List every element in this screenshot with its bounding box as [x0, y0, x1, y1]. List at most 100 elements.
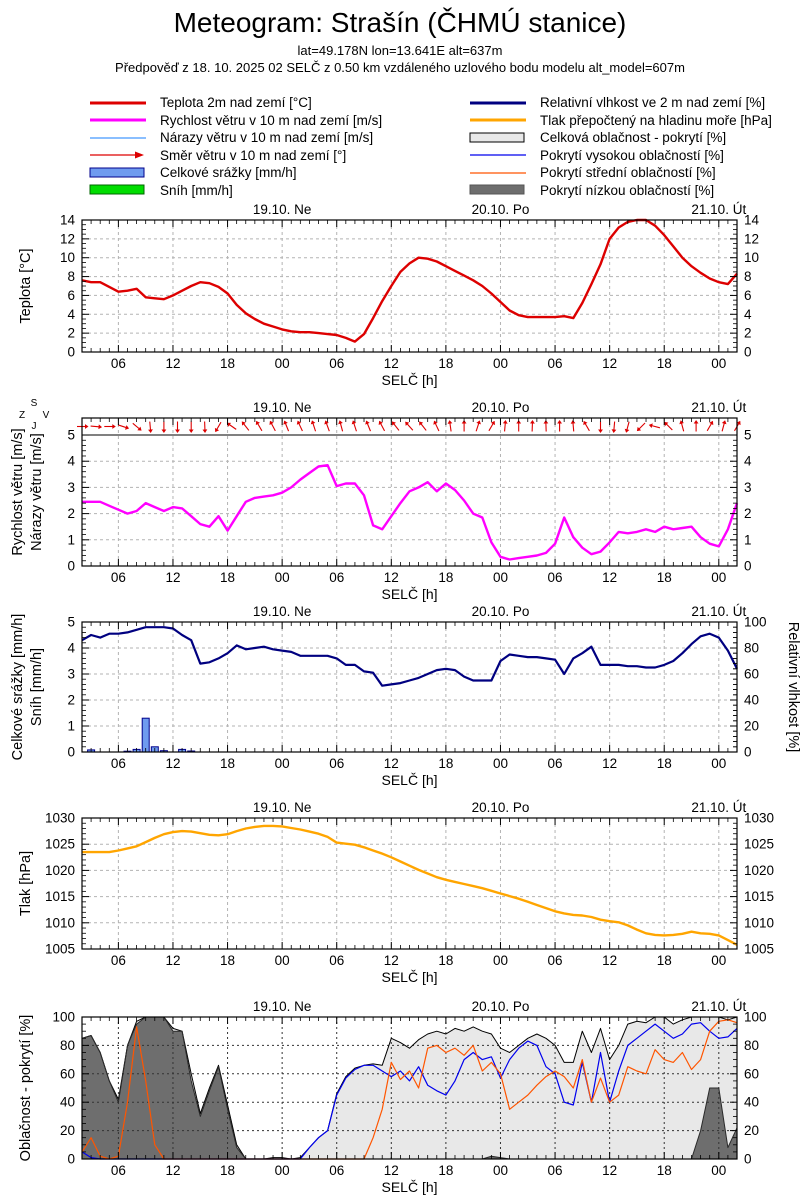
x-axis-label: SELČ [h]	[381, 969, 437, 985]
wind-direction-arrow-icon	[706, 420, 714, 432]
y2-tick-label: 0	[744, 745, 752, 760]
wind-direction-arrow-icon	[202, 421, 208, 433]
x-tick-label: 12	[602, 570, 617, 585]
y-tick-label: 60	[744, 1066, 759, 1081]
y-axis-label: Teplota [°C]	[18, 248, 34, 323]
chart-wind: 06 12 18 00 06 12 18 00 06 12 18 000 01 12 23 34 45 519.1…	[10, 398, 752, 602]
y-tick-label: 2	[67, 693, 75, 708]
legend-item-label: Pokrytí nízkou oblačností [%]	[540, 182, 715, 198]
legend-right-column: Relativní vlhkost ve 2 m nad zemí [%] Tla…	[468, 94, 772, 199]
legend-swatch-box	[89, 184, 145, 195]
y-tick-label: 6	[67, 288, 75, 303]
y-tick-label: 3	[67, 667, 75, 682]
legend-swatch-line	[90, 118, 146, 122]
wind-direction-arrow-icon	[693, 420, 699, 432]
y-axis-label: Tlak [hPa]	[18, 851, 34, 916]
x-tick-label: 18	[438, 356, 453, 371]
x-tick-label: 00	[711, 1163, 726, 1178]
series-humidity-line	[81, 626, 738, 687]
x-tick-label: 00	[711, 953, 726, 968]
x-tick-label: 00	[275, 756, 290, 771]
x-tick-label: 06	[111, 756, 126, 771]
y-tick-label: 0	[67, 1152, 75, 1167]
y-tick-label: 2	[744, 326, 752, 341]
legend-item: Relativní vlhkost ve 2 m nad zemí [%]	[468, 94, 772, 112]
x-tick-label: 18	[438, 756, 453, 771]
x-tick-label: 12	[165, 1163, 180, 1178]
x-tick-label: 06	[329, 570, 344, 585]
x-tick-label: 06	[329, 756, 344, 771]
x-tick-label: 00	[711, 356, 726, 371]
wind-direction-arrow-icon	[433, 420, 440, 432]
area-cloud-total	[82, 1017, 737, 1159]
y2-tick-label: 100	[744, 615, 767, 630]
y-tick-label: 8	[67, 269, 75, 284]
y-tick-label: 3	[744, 480, 752, 495]
wind-direction-arrow-icon	[269, 420, 276, 432]
legend: Teplota 2m nad zemí [°C] Rychlost větru v…	[0, 90, 800, 200]
y-tick-label: 80	[744, 1038, 759, 1053]
legend-item-label: Sníh [mm/h]	[160, 182, 233, 198]
x-tick-label: 00	[711, 570, 726, 585]
day-label: 20.10. Po	[472, 202, 530, 217]
legend-item: Pokrytí nízkou oblačností [%]	[468, 182, 772, 200]
wind-direction-arrow-icon	[310, 420, 317, 432]
y-axis-label: Nárazy větru [m/s]	[29, 433, 45, 551]
wind-direction-arrow-icon	[502, 420, 508, 432]
y-tick-label: 14	[744, 213, 760, 228]
y2-tick-label: 20	[744, 719, 759, 734]
legend-swatch-box	[469, 184, 525, 195]
y-tick-label: 8	[744, 269, 752, 284]
y-tick-label: 5	[67, 428, 75, 443]
x-tick-label: 18	[220, 1163, 235, 1178]
x-tick-label: 06	[111, 356, 126, 371]
x-tick-label: 18	[657, 570, 672, 585]
legend-item-label: Celkové srážky [mm/h]	[160, 165, 297, 181]
y-tick-label: 3	[67, 480, 75, 495]
wind-direction-arrow-icon	[296, 420, 303, 432]
legend-item: Nárazy větru v 10 m nad zemí [m/s]	[88, 129, 382, 147]
y-tick-label: 4	[67, 641, 75, 656]
legend-swatch-line	[470, 154, 526, 156]
page-title: Meteogram: Strašín (ČHMÚ stanice)	[173, 7, 627, 38]
x-tick-label: 12	[165, 953, 180, 968]
x-tick-label: 06	[111, 1163, 126, 1178]
x-axis-label: SELČ [h]	[381, 586, 437, 602]
x-tick-label: 12	[384, 570, 399, 585]
y-tick-label: 1015	[45, 889, 75, 904]
wind-direction-arrow-icon	[611, 421, 617, 433]
wind-direction-arrow-icon	[148, 421, 153, 433]
series-wind-speed-line	[82, 463, 739, 561]
legend-item-label: Teplota 2m nad zemí [°C]	[160, 95, 312, 111]
chart-temperature: 06 12 18 00 06 12 18 00 06 12 18 000 02 24 46 68 810 1012…	[18, 202, 760, 388]
day-label: 20.10. Po	[472, 400, 530, 415]
y-tick-label: 20	[744, 1123, 759, 1138]
wind-direction-arrow-icon	[104, 424, 116, 429]
legend-item: Tlak přepočtený na hladinu moře [hPa]	[468, 112, 772, 130]
chart-precip-humidity: 06 12 18 00 06 12 18 00 06 12 18 000123450204060801…	[10, 604, 800, 788]
y-tick-label: 40	[60, 1095, 75, 1110]
legend-item-label: Pokrytí střední oblačností [%]	[540, 165, 716, 181]
wind-direction-arrow-icon	[241, 421, 250, 431]
day-label: 21.10. Út	[691, 400, 746, 415]
x-tick-label: 06	[329, 1163, 344, 1178]
wind-direction-arrow-icon	[679, 420, 685, 432]
wind-direction-arrow-icon	[530, 420, 535, 432]
charts: 06 12 18 00 06 12 18 00 06 12 18 00 0 0 2 2 4 4 6 6 8 8 10 10 12…	[0, 200, 800, 1197]
y-tick-label: 1030	[45, 811, 75, 826]
y-tick-label: 1030	[744, 811, 774, 826]
legend-item: Celkové srážky [mm/h]	[88, 164, 382, 182]
legend-swatch-line	[90, 137, 146, 139]
y-tick-label: 1025	[744, 837, 774, 852]
y-tick-label: 1005	[744, 942, 774, 957]
x-tick-label: 06	[548, 953, 563, 968]
y2-tick-label: 60	[744, 667, 759, 682]
chart-panel-wind: 06 12 18 00 06 12 18 00 06 12 18 00 0 0 1 1 2 2 3 3 4 4 5 5 19.1…	[0, 396, 800, 602]
y-tick-label: 6	[744, 288, 752, 303]
x-tick-label: 00	[711, 756, 726, 771]
wind-direction-arrow-icon	[583, 420, 590, 432]
wind-direction-arrow-icon	[283, 420, 290, 432]
x-tick-label: 18	[438, 1163, 453, 1178]
legend-swatch-wind-direction-arrow-icon	[90, 151, 144, 159]
wind-direction-arrow-icon	[117, 424, 130, 430]
